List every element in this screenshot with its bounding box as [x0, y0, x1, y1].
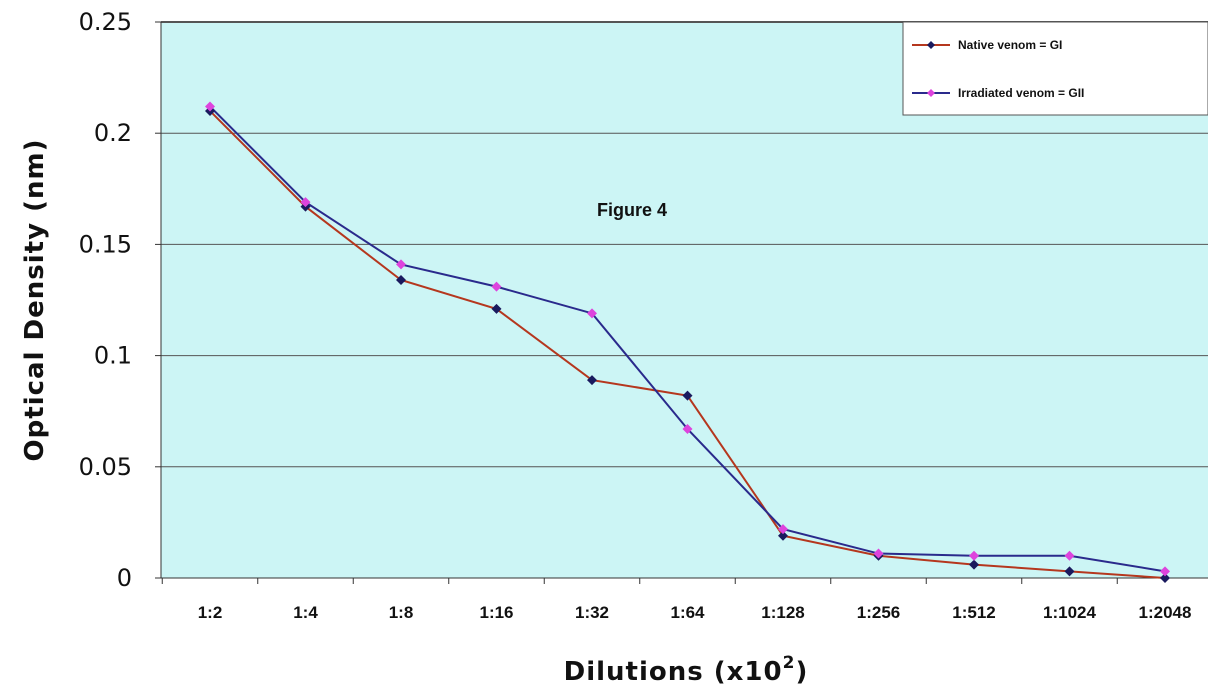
data-point	[396, 274, 406, 285]
series-group	[205, 101, 1170, 583]
legend-label: Irradiated venom = GII	[958, 86, 1084, 100]
data-point	[205, 101, 215, 112]
data-point	[969, 550, 979, 561]
data-point	[491, 303, 502, 314]
x-axis-title-suffix: )	[795, 657, 808, 687]
x-tick-label: 1:16	[479, 603, 513, 622]
data-point	[1064, 550, 1075, 561]
x-axis-title-exponent: 2	[783, 653, 796, 673]
y-tick-label: 0.15	[79, 230, 132, 258]
data-point	[396, 259, 406, 270]
x-tick-label: 1:512	[952, 603, 995, 622]
data-point	[873, 548, 884, 559]
y-axis-title: Optical Density (nm)	[20, 139, 50, 462]
series-2-markers	[205, 101, 1170, 577]
data-point	[778, 524, 788, 535]
data-point	[1160, 573, 1170, 583]
y-tick-label: 0.1	[94, 342, 132, 370]
legend-marker	[927, 41, 935, 49]
x-tick-label: 1:2048	[1139, 603, 1192, 622]
data-point	[587, 375, 597, 386]
x-tick-label: 1:4	[293, 603, 318, 622]
data-point	[682, 390, 693, 401]
legend-box	[902, 21, 1208, 116]
figure-annotation: Figure 4	[597, 200, 667, 220]
y-axis-ticks: 0 0.05 0.1 0.15 0.2 0.25	[79, 8, 161, 592]
x-axis-title: Dilutions (x102)	[564, 653, 809, 687]
data-point	[587, 308, 597, 319]
y-tick-label: 0.05	[79, 453, 132, 481]
data-point	[682, 423, 693, 434]
data-point	[1064, 566, 1075, 577]
legend-marker	[927, 89, 935, 97]
y-tick-label: 0.25	[79, 8, 132, 36]
data-point	[1160, 566, 1170, 577]
x-tick-label: 1:1024	[1043, 603, 1096, 622]
y-tick-label: 0	[117, 564, 132, 592]
x-tick-label: 1:64	[670, 603, 705, 622]
axes	[160, 22, 1208, 579]
data-point	[969, 559, 979, 570]
legend: Native venom = GI Irradiated venom = GII	[902, 21, 1208, 116]
x-axis-ticks: 1:2 1:4 1:8 1:16 1:32 1:64 1:128 1:256 1:512 1:10…	[161, 578, 1192, 622]
x-tick-label: 1:32	[575, 603, 609, 622]
data-point	[491, 281, 502, 292]
x-tick-label: 1:2	[198, 603, 223, 622]
data-point	[778, 530, 788, 541]
x-tick-label: 1:256	[857, 603, 900, 622]
x-tick-label: 1:8	[389, 603, 414, 622]
x-tick-label: 1:128	[761, 603, 804, 622]
data-point	[300, 197, 311, 208]
x-axis-title-main: Dilutions (x10	[564, 657, 783, 687]
legend-label: Native venom = GI	[958, 38, 1062, 52]
y-tick-label: 0.2	[94, 119, 132, 147]
